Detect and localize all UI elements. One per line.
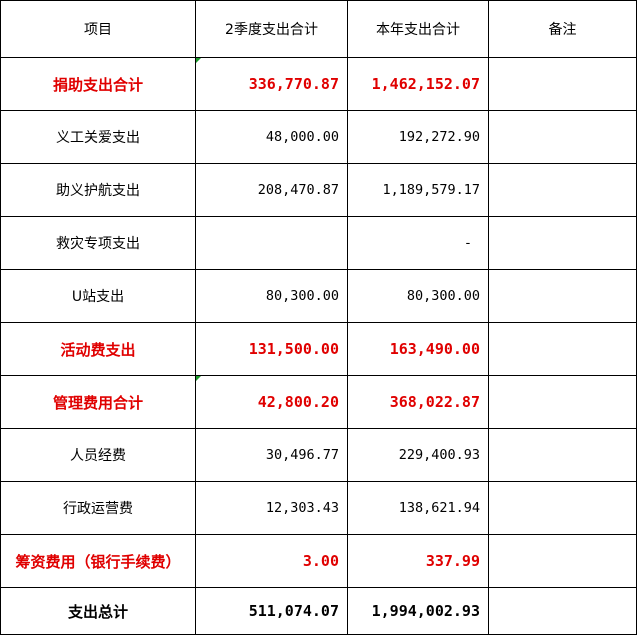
row: 人员经费 30,496.77 229,400.93 [0, 428, 637, 482]
item-cell: 救灾专项支出 [0, 216, 196, 270]
q2-value: 42,800.20 [257, 393, 339, 411]
item-cell: 活动费支出 [0, 322, 196, 376]
q2-cell: 12,303.43 [195, 481, 348, 535]
note-cell [488, 216, 637, 270]
year-cell: 192,272.90 [347, 110, 489, 164]
year-cell: 337.99 [347, 534, 489, 588]
item-cell: 助义护航支出 [0, 163, 196, 217]
row: 救灾专项支出 - [0, 216, 637, 270]
year-cell: 1,994,002.93 [347, 587, 489, 635]
row: 行政运营费 12,303.43 138,621.94 [0, 481, 637, 535]
row: 义工关爱支出 48,000.00 192,272.90 [0, 110, 637, 164]
note-cell [488, 534, 637, 588]
note-cell [488, 57, 637, 111]
header-cell: 项目 [0, 0, 196, 58]
year-cell: 1,189,579.17 [347, 163, 489, 217]
q2-value: 336,770.87 [248, 75, 339, 93]
row: 捐助支出合计 336,770.87 1,462,152.07 [0, 57, 637, 111]
header-cell: 备注 [488, 0, 637, 58]
q2-cell: 30,496.77 [195, 428, 348, 482]
q2-cell: 80,300.00 [195, 269, 348, 323]
q2-cell: 336,770.87 [195, 57, 348, 111]
row: 管理费用合计 42,800.20 368,022.87 [0, 375, 637, 429]
note-cell [488, 163, 637, 217]
note-cell [488, 481, 637, 535]
year-cell: 229,400.93 [347, 428, 489, 482]
item-cell: 筹资费用（银行手续费） [0, 534, 196, 588]
item-cell: 人员经费 [0, 428, 196, 482]
note-cell [488, 375, 637, 429]
q2-cell: 511,074.07 [195, 587, 348, 635]
header-cell: 2季度支出合计 [195, 0, 348, 58]
note-cell [488, 322, 637, 376]
note-cell [488, 110, 637, 164]
year-cell: 163,490.00 [347, 322, 489, 376]
q2-cell: 42,800.20 [195, 375, 348, 429]
q2-cell [195, 216, 348, 270]
row: 助义护航支出 208,470.87 1,189,579.17 [0, 163, 637, 217]
note-cell [488, 269, 637, 323]
item-cell: 管理费用合计 [0, 375, 196, 429]
cell-marker [196, 58, 201, 63]
header-row: 项目 2季度支出合计 本年支出合计 备注 [0, 0, 637, 58]
q2-cell: 208,470.87 [195, 163, 348, 217]
q2-cell: 131,500.00 [195, 322, 348, 376]
year-cell: 1,462,152.07 [347, 57, 489, 111]
row: 活动费支出 131,500.00 163,490.00 [0, 322, 637, 376]
note-cell [488, 587, 637, 635]
cell-marker [196, 376, 201, 381]
item-cell: 义工关爱支出 [0, 110, 196, 164]
item-cell: 支出总计 [0, 587, 196, 635]
year-cell: 138,621.94 [347, 481, 489, 535]
item-cell: 捐助支出合计 [0, 57, 196, 111]
year-cell: 368,022.87 [347, 375, 489, 429]
total-row: 支出总计 511,074.07 1,994,002.93 [0, 587, 637, 635]
note-cell [488, 428, 637, 482]
header-cell: 本年支出合计 [347, 0, 489, 58]
item-cell: 行政运营费 [0, 481, 196, 535]
row: 筹资费用（银行手续费） 3.00 337.99 [0, 534, 637, 588]
q2-cell: 48,000.00 [195, 110, 348, 164]
year-cell: - [347, 216, 489, 270]
q2-cell: 3.00 [195, 534, 348, 588]
year-cell: 80,300.00 [347, 269, 489, 323]
row: U站支出 80,300.00 80,300.00 [0, 269, 637, 323]
item-cell: U站支出 [0, 269, 196, 323]
